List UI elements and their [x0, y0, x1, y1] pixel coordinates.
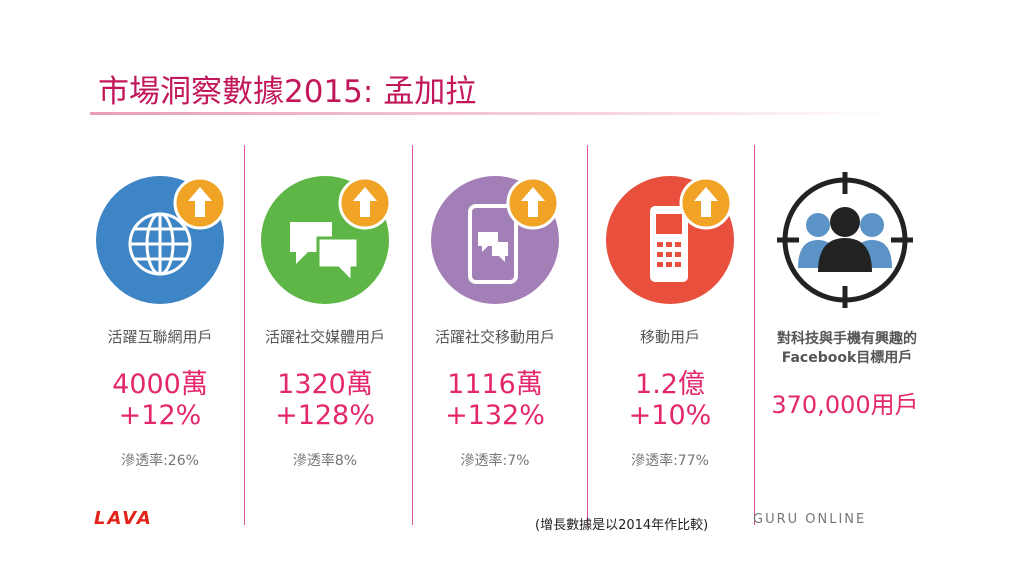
- internet-icon: [96, 176, 227, 304]
- separator: [754, 145, 755, 525]
- column-label: 活躍社交移動用戶: [434, 328, 555, 346]
- target-label: 對科技與手機有興趣的Facebook目標用戶: [777, 331, 917, 366]
- column-value: 4000萬: [112, 369, 208, 400]
- column-growth: +12%: [118, 400, 202, 431]
- footnote: (增長數據是以2014年作比較): [535, 518, 709, 533]
- lava-logo: LAVA: [94, 508, 153, 529]
- separator: [244, 145, 245, 525]
- column-label: 活躍社交媒體用戶: [264, 328, 385, 346]
- column-growth: +10%: [628, 400, 712, 431]
- separator: [587, 145, 588, 525]
- social-mobile-icon: [431, 176, 560, 304]
- column-growth: +132%: [445, 400, 545, 431]
- mobile-icon: [606, 176, 734, 304]
- social-icon: [261, 176, 392, 304]
- column-penetration: 滲透率8%: [292, 453, 358, 469]
- guru-logo: GURU ONLINE: [753, 512, 867, 527]
- column-penetration: 滲透率:26%: [121, 453, 199, 469]
- target-value: 370,000用戶: [771, 391, 919, 419]
- column-penetration: 滲透率:77%: [631, 453, 709, 469]
- target-icon: [777, 172, 913, 308]
- title: 市場洞察數據2015: 孟加拉: [98, 74, 477, 110]
- column-label: 移動用戶: [639, 328, 700, 346]
- column-value: 1320萬: [277, 369, 373, 400]
- column-value: 1116萬: [447, 369, 543, 400]
- column-label: 活躍互聯網用戶: [107, 328, 213, 346]
- title-underline: [90, 112, 890, 115]
- column-growth: +128%: [275, 400, 375, 431]
- column-value: 1.2億: [635, 369, 705, 400]
- column-penetration: 滲透率:7%: [460, 453, 530, 469]
- separator: [412, 145, 413, 525]
